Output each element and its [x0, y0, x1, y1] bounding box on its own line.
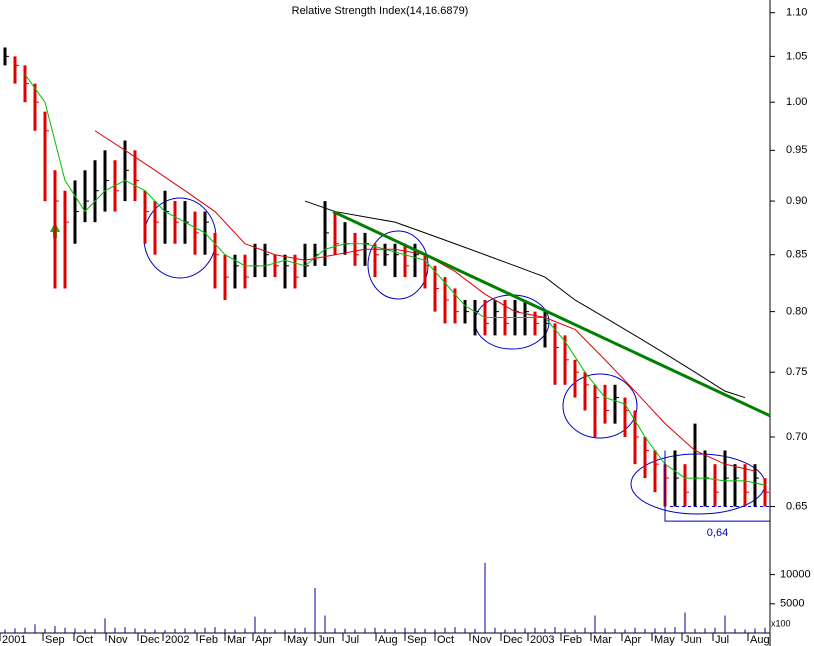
x-tick-label: Apr: [255, 634, 272, 646]
x-tick-label: Sep: [407, 634, 427, 646]
x-tick-label: Mar: [227, 634, 246, 646]
x-tick-label: May: [654, 634, 675, 646]
overlay-line: [24, 74, 766, 486]
y-tick-label: 0.75: [786, 366, 807, 378]
chart-title: Relative Strength Index(14,16.6879): [292, 5, 469, 17]
x-tick-label: Oct: [76, 634, 93, 646]
support-line: [664, 450, 770, 522]
x-tick-label: 2003: [530, 634, 554, 646]
x-tick-label: May: [287, 634, 308, 646]
y-tick-label: 1.05: [786, 50, 807, 62]
circle: [367, 230, 429, 300]
x-tick-label: 2001: [2, 634, 26, 646]
y-tick-label: 0.80: [786, 306, 807, 318]
x-tick-label: 2002: [165, 634, 189, 646]
x-tick-label: Aug: [750, 634, 770, 646]
y-tick-label: 1.00: [786, 96, 807, 108]
x-tick-label: Oct: [437, 634, 454, 646]
overlay-line: [304, 200, 746, 399]
x-tick-label: Feb: [563, 634, 582, 646]
x-tick-label: Sep: [45, 634, 65, 646]
volume-tick-label: 10000: [780, 569, 811, 581]
x-tick-label: Jul: [715, 634, 729, 646]
x-tick-label: Feb: [199, 634, 218, 646]
x-tick-label: Jun: [317, 634, 335, 646]
y-tick-label: 0.90: [786, 195, 807, 207]
x-tick-label: Nov: [108, 634, 128, 646]
y-tick-label: 0.70: [786, 431, 807, 443]
x-tick-label: Apr: [624, 634, 641, 646]
x-tick-label: Dec: [140, 634, 160, 646]
support-label: 0,64: [707, 527, 728, 539]
x-tick-label: Aug: [378, 634, 398, 646]
volume-tick-label: 5000: [780, 598, 804, 610]
volume-unit: x100: [771, 618, 791, 628]
y-tick-label: 0.85: [786, 249, 807, 261]
x-tick-label: Jun: [684, 634, 702, 646]
circle: [562, 373, 638, 439]
x-tick-label: Dec: [503, 634, 523, 646]
y-tick-label: 0.65: [786, 500, 807, 512]
y-tick-label: 0.95: [786, 144, 807, 156]
x-tick-label: Mar: [593, 634, 612, 646]
x-tick-label: Jul: [345, 634, 359, 646]
overlay-line: [332, 210, 771, 418]
y-tick-label: 1.10: [786, 7, 807, 19]
x-tick-label: Nov: [472, 634, 492, 646]
